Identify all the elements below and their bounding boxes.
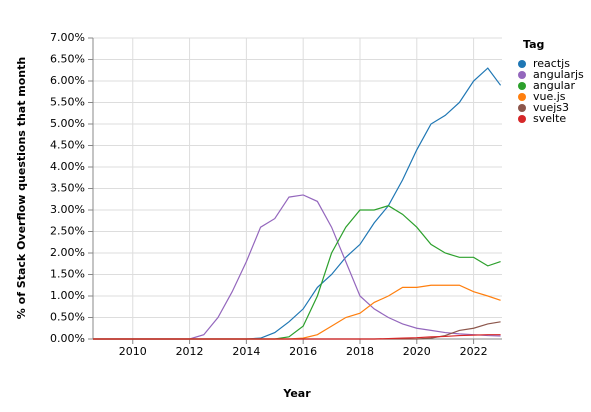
y-tick-label: 7.00%: [50, 31, 85, 44]
legend-symbol: [518, 71, 526, 79]
x-tick-label: 2022: [460, 345, 488, 358]
legend-symbol: [518, 60, 526, 68]
y-tick-label: 5.50%: [50, 96, 85, 109]
line: [93, 67, 502, 340]
y-tick-label: 0.50%: [50, 311, 85, 324]
x-tick-label: 2012: [176, 345, 204, 358]
x-tick-label: 2016: [289, 345, 317, 358]
y-tick-label: 4.50%: [50, 139, 85, 152]
legend-label: vue.js: [533, 90, 566, 103]
line: [93, 205, 501, 340]
y-tick-label: 1.50%: [50, 268, 85, 281]
y-tick-label: 6.50%: [50, 53, 85, 66]
legend-label: angularjs: [533, 68, 584, 81]
legend-symbol: [518, 104, 526, 112]
x-axis-label: Year: [282, 387, 311, 400]
line: [93, 334, 501, 340]
legend-symbol: [518, 115, 526, 123]
legend-label: reactjs: [533, 57, 570, 70]
y-tick-label: 3.00%: [50, 203, 85, 216]
legend-symbol: [518, 93, 526, 101]
y-tick-label: 6.00%: [50, 74, 85, 87]
x-tick-label: 2018: [346, 345, 374, 358]
y-tick-label: 3.50%: [50, 182, 85, 195]
y-tick-label: 1.00%: [50, 289, 85, 302]
y-tick-label: 2.50%: [50, 225, 85, 238]
y-tick-label: 4.00%: [50, 160, 85, 173]
y-tick-label: 2.00%: [50, 246, 85, 259]
x-tick-label: 2020: [403, 345, 431, 358]
legend-label: svelte: [533, 112, 566, 125]
legend-label: angular: [533, 79, 575, 92]
y-tick-label: 5.00%: [50, 117, 85, 130]
legend-title: Tag: [523, 38, 544, 51]
y-tick-label: 0.00%: [50, 332, 85, 345]
y-axis-label: % of Stack Overflow questions that month: [15, 57, 28, 319]
x-tick-label: 2014: [232, 345, 260, 358]
x-tick-label: 2010: [119, 345, 147, 358]
legend-label: vuejs3: [533, 101, 569, 114]
line: [93, 194, 501, 340]
legend-symbol: [518, 82, 526, 90]
